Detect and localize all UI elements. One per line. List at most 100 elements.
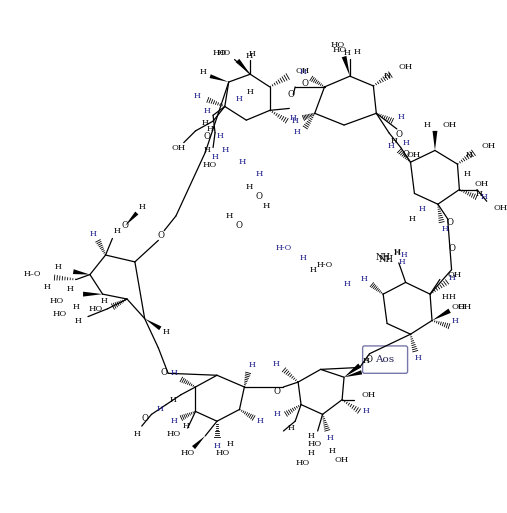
- Text: O: O: [448, 244, 455, 253]
- Text: H: H: [194, 92, 201, 100]
- Text: O: O: [395, 130, 402, 140]
- Text: H: H: [424, 121, 430, 129]
- Text: H: H: [200, 68, 207, 76]
- Text: H: H: [307, 432, 314, 440]
- Text: H: H: [409, 215, 416, 223]
- Text: H: H: [393, 249, 400, 257]
- Text: H: H: [245, 52, 253, 60]
- Text: H: H: [390, 136, 397, 145]
- Text: H: H: [213, 442, 221, 449]
- Text: H: H: [272, 360, 279, 367]
- Text: H: H: [419, 205, 426, 213]
- Text: H: H: [249, 50, 256, 57]
- Polygon shape: [144, 319, 161, 330]
- Polygon shape: [209, 74, 229, 82]
- Text: H: H: [221, 146, 229, 154]
- Polygon shape: [73, 269, 90, 274]
- Text: H: H: [202, 119, 209, 127]
- Text: H: H: [353, 48, 360, 56]
- Text: H: H: [290, 114, 297, 122]
- Text: H: H: [441, 225, 448, 232]
- Polygon shape: [236, 59, 250, 74]
- Text: HO: HO: [88, 305, 102, 313]
- Text: OH: OH: [335, 456, 349, 464]
- Text: OH: OH: [494, 204, 507, 212]
- Text: H: H: [415, 353, 422, 362]
- Text: HO: HO: [49, 297, 63, 305]
- Text: H: H: [466, 151, 473, 160]
- Text: H: H: [448, 293, 455, 301]
- FancyBboxPatch shape: [363, 346, 408, 373]
- Text: OH: OH: [452, 303, 466, 311]
- Text: H: H: [397, 113, 404, 121]
- Text: HO: HO: [216, 49, 231, 57]
- Text: H: H: [448, 273, 455, 282]
- Text: HO: HO: [180, 449, 195, 458]
- Text: H: H: [239, 158, 246, 166]
- Text: H: H: [170, 369, 177, 377]
- Text: HO: HO: [167, 430, 181, 438]
- Text: O: O: [204, 132, 211, 141]
- Text: H: H: [327, 434, 334, 442]
- Text: H: H: [89, 229, 96, 238]
- Text: OH: OH: [457, 303, 472, 311]
- Text: H: H: [100, 297, 107, 305]
- Text: H: H: [300, 68, 306, 76]
- Text: H–O: H–O: [23, 270, 41, 278]
- Text: OH: OH: [407, 151, 421, 160]
- Text: H: H: [402, 139, 409, 147]
- Text: H: H: [133, 430, 140, 438]
- Text: H: H: [360, 275, 367, 284]
- Text: H: H: [344, 281, 350, 288]
- Text: O: O: [141, 414, 148, 423]
- Text: OH: OH: [443, 121, 457, 129]
- Text: H: H: [245, 183, 253, 191]
- Text: O: O: [236, 221, 243, 230]
- Polygon shape: [125, 211, 138, 226]
- Text: HO: HO: [216, 449, 230, 458]
- Text: H: H: [170, 417, 177, 425]
- Text: H-O: H-O: [275, 244, 292, 252]
- Polygon shape: [83, 292, 102, 297]
- Text: H: H: [362, 357, 369, 365]
- Text: H: H: [393, 248, 400, 256]
- Text: H: H: [204, 107, 210, 115]
- Text: H: H: [211, 153, 219, 161]
- Text: H-O: H-O: [316, 261, 333, 269]
- Text: H: H: [138, 203, 145, 211]
- Polygon shape: [342, 56, 350, 76]
- Text: H: H: [344, 49, 350, 57]
- Text: H: H: [452, 317, 459, 325]
- Text: H: H: [401, 251, 407, 259]
- Text: H: H: [294, 128, 301, 136]
- Text: OH: OH: [399, 64, 413, 71]
- Text: H: H: [114, 227, 121, 234]
- Text: H: H: [257, 417, 264, 425]
- Text: H: H: [481, 193, 487, 202]
- Text: H: H: [169, 396, 176, 404]
- Text: H: H: [329, 446, 336, 455]
- Text: H: H: [309, 266, 316, 274]
- Polygon shape: [192, 436, 205, 449]
- Text: H: H: [399, 258, 405, 266]
- Text: H: H: [300, 254, 306, 262]
- Text: H: H: [288, 424, 295, 432]
- Polygon shape: [344, 370, 362, 377]
- Text: H: H: [226, 212, 233, 220]
- Text: H: H: [476, 190, 482, 199]
- Text: NH: NH: [379, 255, 393, 264]
- Polygon shape: [432, 131, 438, 150]
- Text: H: H: [307, 449, 314, 458]
- Text: HO: HO: [203, 161, 218, 169]
- Text: H: H: [256, 170, 263, 178]
- Text: O: O: [402, 150, 409, 159]
- Text: H: H: [163, 328, 170, 336]
- Text: OH: OH: [172, 145, 186, 152]
- Text: Aos: Aos: [376, 355, 394, 364]
- Text: O: O: [302, 78, 308, 88]
- Text: OH: OH: [474, 180, 488, 188]
- Text: H: H: [216, 132, 224, 140]
- Text: H: H: [204, 146, 210, 154]
- Text: H: H: [262, 202, 270, 210]
- Text: H: H: [157, 405, 164, 413]
